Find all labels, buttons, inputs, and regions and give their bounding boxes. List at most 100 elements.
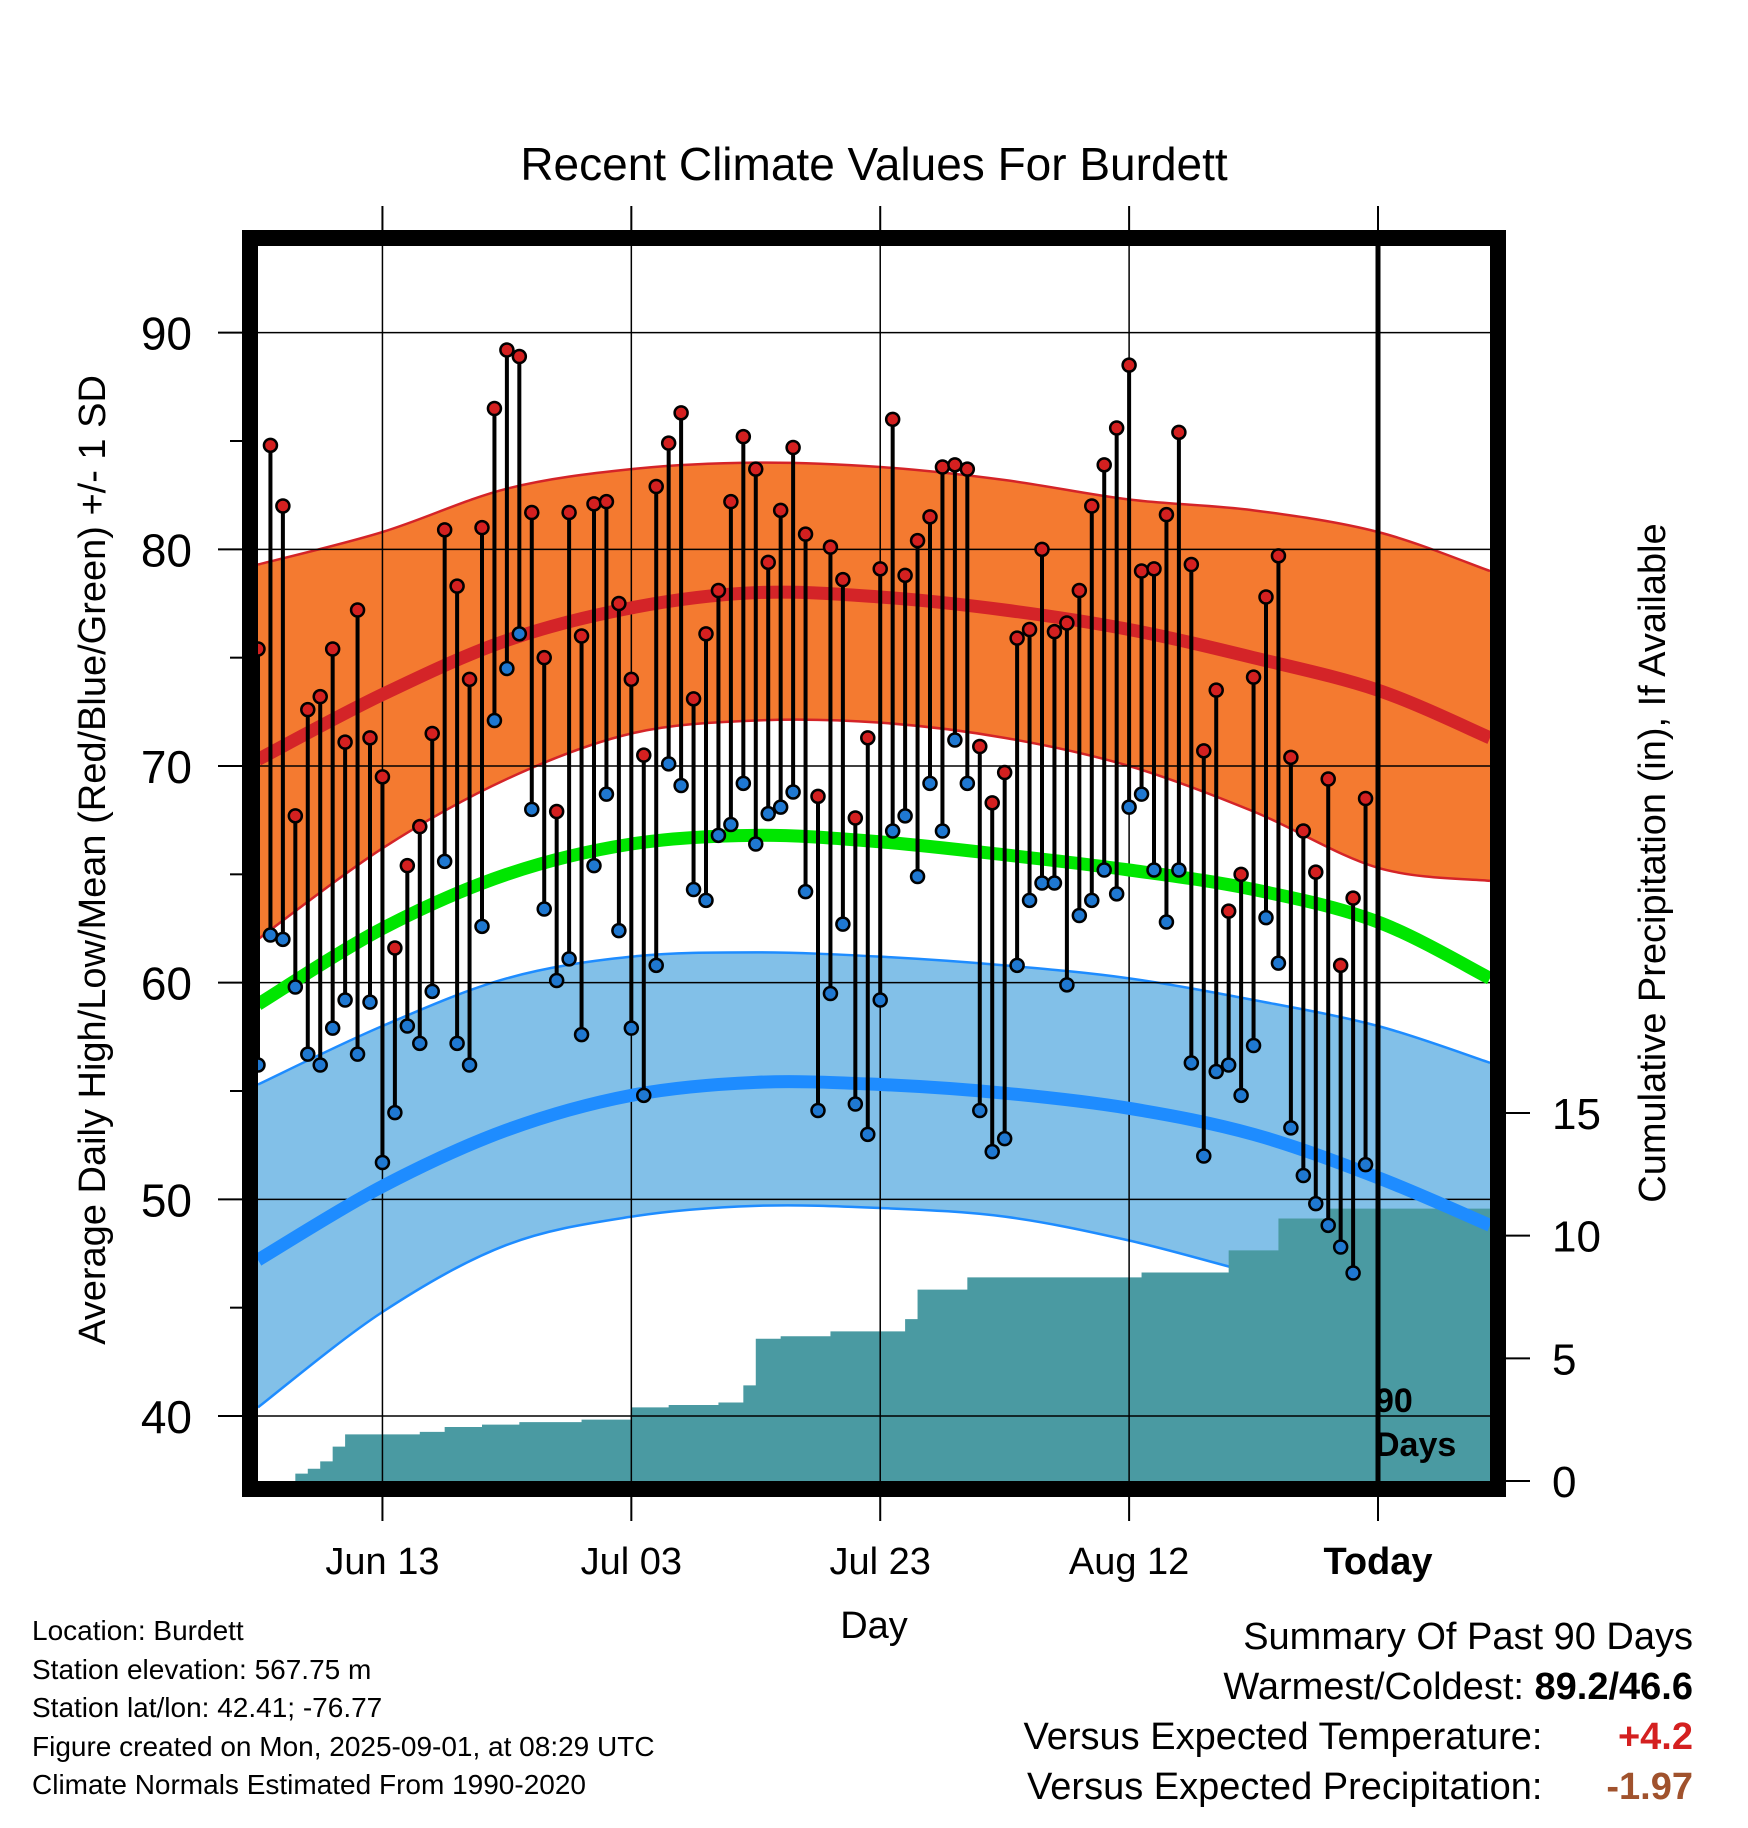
high-dot-24 <box>548 803 565 820</box>
high-dot-70 <box>1121 357 1137 373</box>
high-dot-7 <box>337 734 353 750</box>
high-dot-3 <box>287 808 304 824</box>
low-dot-11 <box>387 1104 403 1121</box>
high-dot-82 <box>1270 548 1287 564</box>
precip-value: -1.97 <box>1606 1766 1693 1808</box>
high-dot-58 <box>972 738 988 755</box>
info-elevation: Station elevation: 567.75 m <box>32 1653 372 1685</box>
high-dot-9 <box>362 730 378 746</box>
low-dot-83 <box>1283 1120 1299 1136</box>
low-dot-33 <box>660 756 677 772</box>
low-dot-60 <box>996 1130 1013 1147</box>
low-dot-10 <box>374 1154 391 1171</box>
high-dot-11 <box>387 940 403 956</box>
low-dot-41 <box>760 805 776 822</box>
low-sd-band <box>258 952 1490 1408</box>
high-dot-8 <box>349 602 366 618</box>
high-dot-71 <box>1133 563 1150 579</box>
high-dot-47 <box>835 571 851 588</box>
low-dot-38 <box>723 816 739 833</box>
low-dot-39 <box>735 775 752 792</box>
low-dot-79 <box>1233 1087 1249 1104</box>
high-dot-88 <box>1345 890 1361 906</box>
summary-panel: Summary Of Past 90 Days Warmest/Coldest:… <box>1024 1612 1693 1812</box>
high-dot-51 <box>884 411 901 428</box>
low-dot-6 <box>324 1020 341 1036</box>
y2-tick-label-10: 10 <box>1552 1213 1601 1262</box>
plot-border <box>242 230 1506 1497</box>
daily-dots <box>250 342 1374 1281</box>
high-dot-33 <box>660 435 677 451</box>
x-tick-label-4: Today <box>1323 1541 1432 1583</box>
low-dot-62 <box>1021 892 1038 909</box>
low-dot-17 <box>461 1057 478 1073</box>
high-dot-87 <box>1332 957 1349 974</box>
low-dot-75 <box>1183 1055 1200 1071</box>
low-dot-48 <box>847 1096 864 1112</box>
y2-tick-label-5: 5 <box>1552 1335 1576 1384</box>
warmest-coldest-label: Warmest/Coldest: <box>1223 1666 1524 1708</box>
low-dot-73 <box>1158 914 1175 930</box>
high-dot-40 <box>748 461 764 477</box>
low-dot-1 <box>262 927 279 943</box>
low-dot-42 <box>772 799 789 815</box>
low-dot-55 <box>934 823 951 839</box>
high-dot-32 <box>648 478 664 495</box>
high-dot-63 <box>1034 541 1050 558</box>
high-dot-18 <box>474 519 490 536</box>
low-dot-25 <box>561 951 577 967</box>
high-dot-42 <box>772 502 789 519</box>
low-dot-51 <box>884 823 901 839</box>
low-dot-82 <box>1270 955 1287 971</box>
low-dot-45 <box>810 1102 826 1119</box>
low-dot-30 <box>623 1020 640 1036</box>
high-dot-61 <box>1009 630 1025 646</box>
high-dot-52 <box>897 567 913 584</box>
low-dot-70 <box>1121 799 1137 815</box>
low-dot-81 <box>1258 909 1274 926</box>
low-dot-66 <box>1071 907 1088 924</box>
low-dot-86 <box>1320 1217 1336 1234</box>
low-dot-22 <box>524 801 540 818</box>
low-dot-36 <box>698 892 714 909</box>
high-dot-78 <box>1220 903 1237 919</box>
high-dot-30 <box>623 671 640 688</box>
high-dot-41 <box>760 554 776 571</box>
high-dot-86 <box>1320 771 1336 787</box>
low-dot-76 <box>1196 1148 1212 1164</box>
x-tick-label-2: Jul 23 <box>830 1541 931 1583</box>
station-info: Location: Burdett Station elevation: 567… <box>32 1612 655 1805</box>
high-dot-34 <box>673 405 689 421</box>
low-dot-16 <box>449 1035 465 1052</box>
high-dot-25 <box>561 504 577 521</box>
temp-value: +4.2 <box>1617 1716 1693 1758</box>
high-dot-59 <box>984 795 1000 811</box>
high-dot-16 <box>449 578 465 594</box>
y2-tick-label-0: 0 <box>1552 1458 1576 1507</box>
low-dot-21 <box>511 626 528 642</box>
low-dot-3 <box>287 979 304 995</box>
high-dot-5 <box>312 688 328 705</box>
summary-heading: Summary Of Past 90 Days <box>1243 1616 1693 1658</box>
low-dot-23 <box>536 901 552 917</box>
low-dot-44 <box>797 883 814 900</box>
high-dot-46 <box>822 539 839 555</box>
low-dot-32 <box>648 957 664 974</box>
y2-tick-label-15: 15 <box>1552 1090 1601 1139</box>
low-dot-69 <box>1108 886 1125 902</box>
high-dot-72 <box>1146 561 1162 577</box>
low-dot-84 <box>1295 1167 1312 1184</box>
high-dot-4 <box>300 701 316 718</box>
low-dot-49 <box>860 1126 876 1143</box>
chart-title: Recent Climate Values For Burdett <box>520 138 1228 190</box>
high-dot-77 <box>1208 682 1224 698</box>
low-dot-85 <box>1308 1195 1324 1212</box>
low-dot-65 <box>1059 977 1075 993</box>
low-dot-19 <box>486 712 503 729</box>
low-dot-18 <box>474 918 490 935</box>
y-tick-label-70: 70 <box>141 741 192 793</box>
high-dot-36 <box>698 626 714 642</box>
low-dot-28 <box>598 786 615 802</box>
low-dot-37 <box>710 827 727 844</box>
high-dot-75 <box>1183 556 1200 573</box>
